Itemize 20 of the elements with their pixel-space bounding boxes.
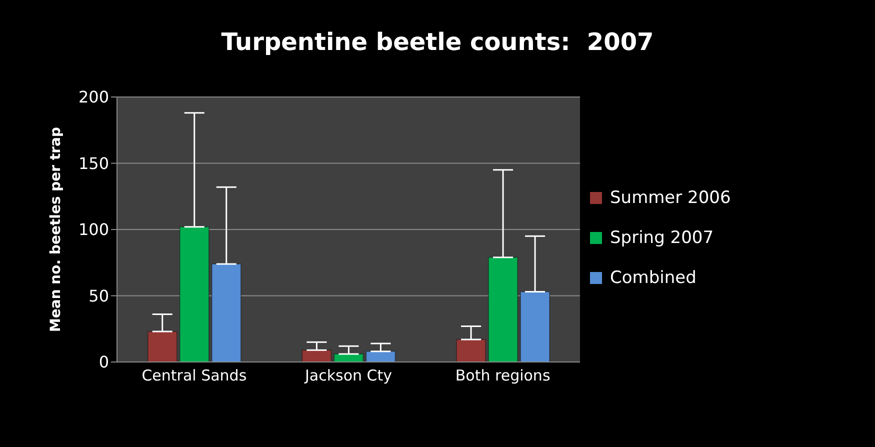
y-axis-title: Mean no. beetles per trap xyxy=(48,126,64,332)
bar xyxy=(520,291,550,362)
x-tick-label: Jackson Cty xyxy=(304,366,392,385)
legend-label: Summer 2006 xyxy=(610,188,731,208)
legend-label: Spring 2007 xyxy=(610,228,714,248)
bar xyxy=(456,338,486,362)
y-tick-label: 150 xyxy=(78,154,109,173)
y-tick-label: 200 xyxy=(78,88,109,107)
bar xyxy=(211,263,242,362)
legend-label: Combined xyxy=(610,268,696,288)
x-tick-label: Both regions xyxy=(455,366,550,385)
bar xyxy=(147,331,178,362)
bar xyxy=(366,350,396,362)
y-tick-label: 50 xyxy=(88,286,109,306)
bar xyxy=(179,226,210,362)
y-tick-label: 0 xyxy=(98,352,109,372)
x-tick-label: Central Sands xyxy=(142,366,247,385)
bar xyxy=(488,256,518,362)
chart-title: Turpentine beetle counts: 2007 xyxy=(220,28,655,56)
y-tick-label: 100 xyxy=(78,220,109,240)
